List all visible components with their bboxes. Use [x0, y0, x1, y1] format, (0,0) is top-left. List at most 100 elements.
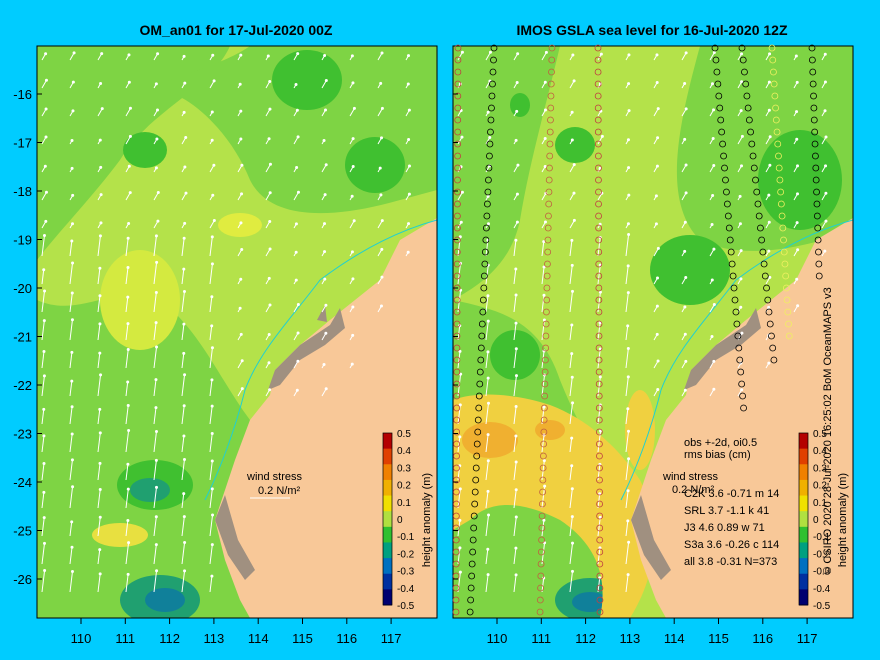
wind-vector-head — [323, 363, 326, 366]
wind-vector-head — [155, 569, 158, 572]
wind-vector-head — [240, 164, 243, 167]
wind-stress-scale-left: 0.2 N/m² — [258, 485, 301, 497]
wind-vector-head — [98, 548, 101, 551]
wind-vector-head — [685, 107, 688, 110]
wind-vector-head — [380, 248, 383, 251]
wind-vector-head — [570, 464, 573, 467]
wind-vector-head — [768, 276, 771, 279]
wind-vector-head — [99, 234, 102, 237]
wind-vector-head — [127, 348, 130, 351]
wind-vector-head — [571, 542, 574, 545]
wind-vector-head — [324, 332, 327, 335]
wind-vector-head — [211, 405, 214, 408]
wind-vector-head — [573, 219, 576, 222]
wind-vector-head — [380, 305, 383, 308]
wind-vector-head — [571, 264, 574, 267]
wind-vector-head — [126, 519, 129, 522]
wind-vector-head — [628, 109, 631, 112]
wind-vector-head — [157, 191, 160, 194]
wind-vector-head — [43, 289, 46, 292]
wind-vector-head — [240, 248, 243, 251]
wind-vector-head — [296, 52, 299, 55]
colorbar-swatch — [799, 542, 808, 558]
wind-vector-head — [684, 360, 687, 363]
wind-vector-head — [711, 194, 714, 197]
wind-vector-head — [684, 333, 687, 336]
wind-vector-head — [713, 303, 716, 306]
wind-vector-head — [127, 573, 130, 576]
colorbar-label-right: height anomaly (m) — [837, 473, 849, 567]
wind-vector-head — [70, 380, 73, 383]
wind-vector-head — [45, 191, 48, 194]
wind-vector-head — [42, 350, 45, 353]
wind-vector-head — [796, 192, 799, 195]
wind-vector-head — [768, 81, 771, 84]
colorbar-swatch — [799, 480, 808, 496]
wind-vector-head — [100, 52, 103, 55]
wind-vector-head — [324, 304, 327, 307]
colorbar-tick-label: 0.5 — [397, 429, 411, 440]
wind-vector-head — [183, 111, 186, 114]
wind-vector-head — [71, 485, 74, 488]
wind-vector-head — [627, 347, 630, 350]
lon-tick-label: 114 — [248, 631, 269, 646]
wind-vector-head — [352, 165, 355, 168]
wind-vector-head — [155, 543, 158, 546]
colorbar-swatch — [383, 542, 392, 558]
wind-vector-head — [381, 52, 384, 55]
wind-vector-head — [99, 221, 102, 224]
wind-vector-head — [627, 375, 630, 378]
colorbar-swatch — [383, 558, 392, 574]
wind-vector-head — [297, 191, 300, 194]
wind-vector-head — [325, 387, 328, 390]
lon-tick-label: 112 — [575, 631, 596, 646]
wind-vector-head — [655, 194, 658, 197]
wind-vector-head — [127, 429, 130, 432]
wind-vector-head — [99, 82, 102, 85]
lat-tick-label: -23 — [13, 427, 32, 442]
colorbar-swatch — [383, 496, 392, 512]
wind-vector-head — [99, 431, 102, 434]
lon-tick-label: 114 — [664, 631, 685, 646]
wind-vector-head — [210, 575, 213, 578]
colorbar-swatch — [799, 574, 808, 590]
wind-vector-head — [324, 108, 327, 111]
wind-vector-head — [544, 137, 547, 140]
wind-vector-head — [126, 266, 129, 269]
wind-vector-head — [211, 262, 214, 265]
wind-vector-head — [739, 306, 742, 309]
wind-vector-head — [684, 221, 687, 224]
wind-vector-head — [571, 290, 574, 293]
wind-vector-head — [268, 277, 271, 280]
wind-vector-head — [600, 53, 603, 56]
wind-vector-head — [42, 491, 45, 494]
wind-vector-head — [627, 222, 630, 225]
wind-vector-head — [183, 541, 186, 544]
wind-vector-head — [239, 110, 242, 113]
wind-vector-head — [407, 138, 410, 141]
wind-vector-head — [71, 222, 74, 225]
wind-vector-head — [712, 360, 715, 363]
wind-vector-head — [487, 402, 490, 405]
wind-vector-head — [211, 514, 214, 517]
wind-vector-head — [571, 515, 574, 518]
wind-vector-head — [42, 462, 45, 465]
wind-vector-head — [767, 362, 770, 365]
wind-vector-head — [627, 233, 630, 236]
wind-vector-head — [571, 570, 574, 573]
lon-tick-label: 117 — [797, 631, 818, 646]
lat-tick-label: -24 — [13, 475, 32, 490]
wind-vector-head — [627, 166, 630, 169]
wind-vector-head — [182, 323, 185, 326]
wind-vector-head — [544, 109, 547, 112]
wind-vector-head — [98, 267, 101, 270]
wind-vector-head — [711, 335, 714, 338]
wind-vector-head — [685, 51, 688, 54]
wind-vector-head — [71, 194, 74, 197]
wind-vector-head — [351, 54, 354, 57]
wind-vector-head — [126, 296, 129, 299]
wind-vector-head — [295, 83, 298, 86]
wind-vector-head — [44, 52, 47, 55]
wind-vector-head — [407, 251, 410, 254]
colorbar-tick-label: -0.5 — [813, 601, 831, 612]
